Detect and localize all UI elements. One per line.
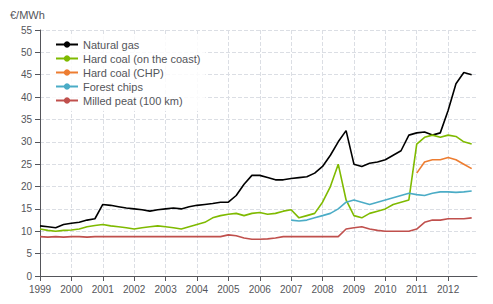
svg-text:45: 45 — [21, 69, 33, 80]
svg-text:50: 50 — [21, 47, 33, 58]
svg-text:2001: 2001 — [92, 284, 115, 295]
svg-text:55: 55 — [21, 25, 33, 36]
svg-text:2004: 2004 — [186, 284, 209, 295]
svg-text:2005: 2005 — [217, 284, 240, 295]
svg-text:€/MWh: €/MWh — [10, 9, 45, 21]
svg-text:40: 40 — [21, 92, 33, 103]
svg-text:1999: 1999 — [29, 284, 52, 295]
svg-text:Forest chips: Forest chips — [83, 81, 143, 93]
svg-text:2006: 2006 — [249, 284, 272, 295]
svg-text:2007: 2007 — [280, 284, 303, 295]
svg-text:2012: 2012 — [437, 284, 460, 295]
svg-text:20: 20 — [21, 181, 33, 192]
svg-text:2010: 2010 — [374, 284, 397, 295]
svg-text:35: 35 — [21, 114, 33, 125]
svg-text:Natural gas: Natural gas — [83, 39, 140, 51]
svg-text:Hard coal (on the coast): Hard coal (on the coast) — [83, 53, 200, 65]
svg-text:2009: 2009 — [343, 284, 366, 295]
svg-text:30: 30 — [21, 136, 33, 147]
svg-text:5: 5 — [26, 248, 32, 259]
svg-text:15: 15 — [21, 203, 33, 214]
svg-text:0: 0 — [26, 271, 32, 282]
svg-text:10: 10 — [21, 226, 33, 237]
svg-text:25: 25 — [21, 159, 33, 170]
svg-text:Milled peat (100 km): Milled peat (100 km) — [83, 95, 183, 107]
svg-text:2000: 2000 — [60, 284, 83, 295]
svg-text:2003: 2003 — [154, 284, 177, 295]
svg-text:2002: 2002 — [123, 284, 146, 295]
svg-text:2008: 2008 — [311, 284, 334, 295]
svg-text:2011: 2011 — [406, 284, 428, 295]
svg-text:Hard coal (CHP): Hard coal (CHP) — [83, 67, 164, 79]
